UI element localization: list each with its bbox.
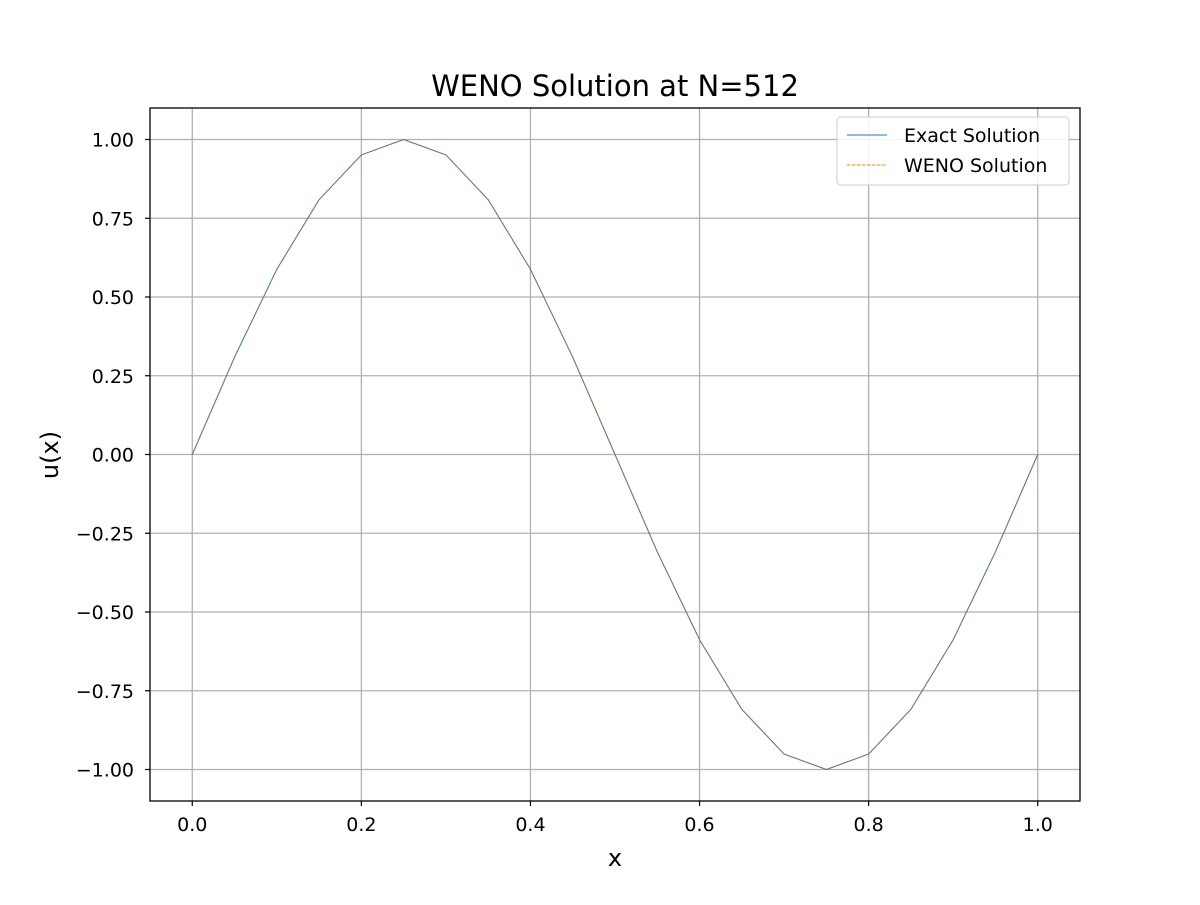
y-tick-label: 0.25 [92, 366, 134, 388]
y-tick-label: −0.75 [76, 681, 134, 703]
x-axis-label: x [608, 844, 622, 872]
legend-box [836, 116, 1070, 186]
legend-label-exact-solution: Exact Solution [904, 125, 1040, 147]
series-line-weno-solution [191, 139, 1039, 770]
x-tick-label: 0.6 [684, 814, 714, 836]
y-tick-label: 1.00 [92, 130, 134, 152]
series-lines [191, 139, 1039, 770]
legend: Exact Solution WENO Solution [836, 116, 1070, 186]
legend-label-weno-solution: WENO Solution [904, 155, 1047, 177]
x-tick-label: 0.4 [515, 814, 545, 836]
x-tick-label: 0.0 [177, 814, 207, 836]
y-tick-label: 0.75 [92, 208, 134, 230]
axis-ticks: 0.0 0.2 0.4 0.6 0.8 1.0 −1.00 −0.75 −0.50 −0.25 0.… [76, 130, 1053, 837]
y-tick-label: −1.00 [76, 760, 134, 782]
y-tick-label: 0.00 [92, 445, 134, 467]
x-tick-label: 0.8 [854, 814, 884, 836]
y-tick-label: 0.50 [92, 287, 134, 309]
y-tick-label: −0.25 [76, 523, 134, 545]
chart-title: WENO Solution at N=512 [431, 69, 799, 103]
x-tick-label: 0.2 [346, 814, 376, 836]
y-tick-label: −0.50 [76, 602, 134, 624]
y-axis-label: u(x) [36, 431, 64, 479]
x-tick-label: 1.0 [1023, 814, 1053, 836]
